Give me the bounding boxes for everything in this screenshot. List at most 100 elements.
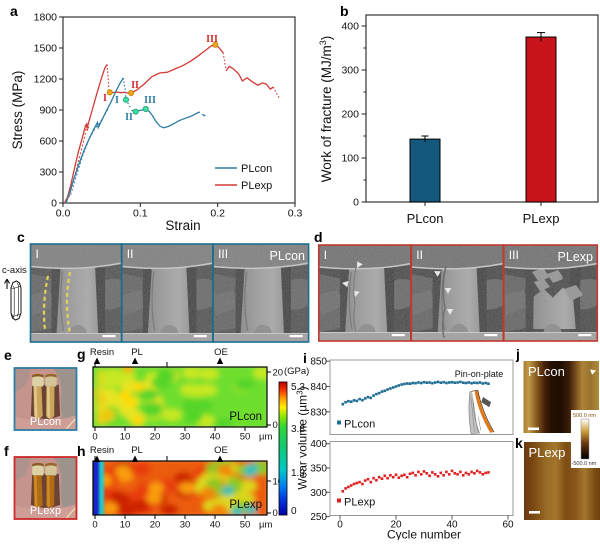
svg-text:20: 20 — [150, 520, 161, 531]
svg-text:PLexp: PLexp — [529, 445, 566, 460]
svg-text:PLcon: PLcon — [30, 416, 61, 428]
svg-text:0: 0 — [337, 520, 343, 531]
svg-text:µm: µm — [259, 432, 272, 443]
svg-text:PLcon: PLcon — [528, 364, 565, 379]
svg-text:III: III — [206, 34, 218, 45]
svg-text:PLexp: PLexp — [558, 250, 593, 264]
svg-text:Wear volume (µm3): Wear volume (µm3) — [295, 386, 310, 489]
svg-text:30: 30 — [180, 520, 191, 531]
svg-text:10: 10 — [273, 477, 284, 488]
svg-text:0.2: 0.2 — [210, 208, 225, 220]
svg-text:e: e — [4, 347, 12, 363]
svg-text:0: 0 — [92, 520, 97, 531]
svg-text:PLexp: PLexp — [523, 211, 560, 226]
svg-text:PLexp: PLexp — [30, 505, 61, 517]
svg-text:Stress (MPa): Stress (MPa) — [10, 71, 25, 150]
svg-text:PLexp: PLexp — [241, 180, 272, 192]
svg-text:840: 840 — [310, 382, 327, 393]
svg-text:830: 830 — [310, 407, 327, 418]
svg-text:II: II — [127, 247, 134, 261]
svg-text:PL: PL — [131, 445, 143, 456]
svg-text:0: 0 — [273, 508, 278, 519]
svg-text:k: k — [515, 435, 523, 451]
svg-text:50: 50 — [240, 520, 251, 531]
svg-text:0: 0 — [273, 420, 278, 431]
svg-text:20: 20 — [273, 368, 284, 379]
svg-text:PL: PL — [131, 347, 143, 358]
svg-text:III: III — [218, 247, 228, 261]
svg-text:PLcon: PLcon — [229, 411, 262, 423]
svg-text:300: 300 — [39, 167, 57, 179]
svg-text:II: II — [416, 248, 423, 262]
svg-text:850: 850 — [310, 357, 327, 368]
svg-text:5.3: 5.3 — [291, 382, 305, 393]
svg-text:10: 10 — [120, 520, 131, 531]
svg-text:3.8: 3.8 — [291, 424, 305, 435]
svg-text:c-axis: c-axis — [2, 265, 27, 276]
svg-text:Pin-on-plate: Pin-on-plate — [455, 369, 504, 379]
svg-text:20: 20 — [390, 520, 402, 531]
svg-text:II: II — [125, 112, 133, 123]
svg-text:b: b — [340, 3, 349, 19]
svg-text:f: f — [4, 443, 9, 459]
svg-text:60: 60 — [502, 520, 514, 531]
svg-text:40: 40 — [210, 520, 221, 531]
svg-text:400: 400 — [310, 439, 327, 450]
svg-text:d: d — [314, 229, 323, 245]
svg-text:40: 40 — [446, 520, 458, 531]
svg-text:(GPa): (GPa) — [284, 366, 309, 377]
svg-text:350: 350 — [310, 464, 327, 475]
svg-text:250: 250 — [310, 512, 327, 523]
svg-text:0.3: 0.3 — [288, 208, 303, 220]
svg-text:OE: OE — [214, 347, 228, 358]
svg-text:III: III — [509, 248, 519, 262]
svg-text:PLexp: PLexp — [229, 499, 262, 511]
svg-text:-500.0 nm: -500.0 nm — [572, 461, 597, 467]
svg-text:400: 400 — [341, 21, 359, 33]
svg-text:300: 300 — [341, 65, 359, 77]
svg-text:I: I — [103, 93, 107, 104]
svg-text:200: 200 — [341, 109, 359, 121]
svg-text:300: 300 — [310, 488, 327, 499]
svg-text:h: h — [77, 443, 86, 459]
svg-text:20: 20 — [150, 432, 161, 443]
svg-text:10: 10 — [120, 432, 131, 443]
svg-text:30: 30 — [180, 432, 191, 443]
svg-text:Cycle number: Cycle number — [387, 528, 461, 541]
svg-text:PLcon: PLcon — [241, 163, 272, 175]
svg-text:I: I — [115, 95, 119, 106]
svg-text:II: II — [131, 80, 139, 91]
svg-text:0: 0 — [92, 432, 97, 443]
svg-text:Strain: Strain — [165, 218, 200, 233]
svg-text:Resin: Resin — [90, 347, 114, 358]
svg-text:0.0: 0.0 — [56, 208, 71, 220]
svg-text:i: i — [303, 350, 307, 366]
svg-text:PLcon: PLcon — [344, 419, 375, 431]
svg-text:0: 0 — [353, 197, 359, 209]
svg-text:1500: 1500 — [34, 43, 58, 55]
svg-text:µm: µm — [259, 520, 272, 531]
svg-text:600: 600 — [39, 136, 57, 148]
svg-text:Resin: Resin — [90, 445, 114, 456]
svg-text:PLcon: PLcon — [407, 211, 444, 226]
svg-text:50: 50 — [240, 432, 251, 443]
svg-text:III: III — [144, 95, 156, 106]
svg-text:PLexp: PLexp — [344, 497, 375, 509]
svg-text:PLcon: PLcon — [270, 249, 305, 263]
svg-text:0: 0 — [291, 506, 297, 517]
svg-text:Work of fracture (MJ/m3): Work of fracture (MJ/m3) — [318, 36, 334, 183]
svg-text:100: 100 — [341, 153, 359, 165]
svg-text:500.0 nm: 500.0 nm — [573, 413, 596, 419]
svg-text:900: 900 — [39, 105, 57, 117]
svg-text:1800: 1800 — [34, 12, 58, 24]
svg-text:j: j — [515, 346, 520, 362]
svg-text:40: 40 — [210, 432, 221, 443]
svg-text:1200: 1200 — [34, 74, 58, 86]
svg-text:1.9: 1.9 — [291, 468, 305, 479]
svg-text:g: g — [77, 346, 86, 362]
svg-text:I: I — [36, 247, 39, 261]
svg-text:0.1: 0.1 — [133, 208, 148, 220]
svg-text:OE: OE — [214, 445, 228, 456]
svg-text:I: I — [324, 248, 327, 262]
svg-text:a: a — [10, 3, 18, 19]
